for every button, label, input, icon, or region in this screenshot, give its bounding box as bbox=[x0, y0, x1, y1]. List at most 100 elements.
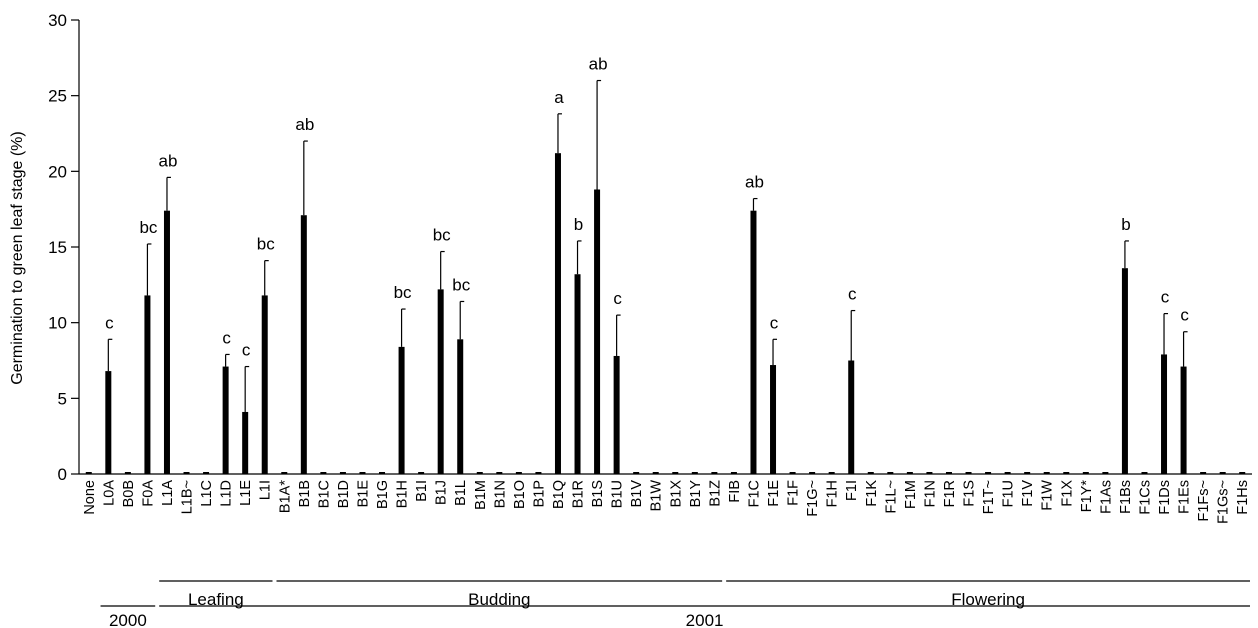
x-tick-label: F1As bbox=[1098, 480, 1114, 514]
x-tick-label: B0B bbox=[121, 480, 137, 507]
significance-label: c bbox=[1161, 288, 1170, 307]
bar bbox=[1161, 354, 1168, 474]
bar bbox=[476, 472, 483, 474]
x-tick-label: F0A bbox=[140, 480, 156, 507]
x-tick-label: F1L~ bbox=[883, 480, 899, 513]
x-tick-label: F1U bbox=[1001, 480, 1017, 507]
x-tick-label: F1X bbox=[1059, 480, 1075, 507]
bar bbox=[496, 472, 503, 474]
year-label: 2000 bbox=[109, 611, 147, 628]
bar bbox=[730, 472, 737, 474]
bar bbox=[1239, 472, 1246, 474]
x-tick-label: B1N bbox=[492, 480, 508, 508]
bar bbox=[222, 366, 229, 474]
x-tick-label: L1E bbox=[238, 480, 254, 506]
group-label: Leafing bbox=[188, 590, 244, 609]
bar bbox=[1043, 472, 1050, 474]
x-tick-label: F1N bbox=[922, 480, 938, 507]
bar bbox=[418, 472, 425, 474]
bar bbox=[124, 472, 131, 474]
bar bbox=[437, 289, 444, 474]
x-tick-label: F1Cs bbox=[1137, 480, 1153, 515]
bar bbox=[554, 153, 561, 474]
bar bbox=[633, 472, 640, 474]
bar bbox=[750, 210, 757, 474]
x-tick-label: B1L bbox=[453, 480, 469, 506]
group-label: Budding bbox=[468, 590, 530, 609]
x-tick-label: L1I bbox=[258, 480, 274, 500]
y-tick-label: 20 bbox=[48, 162, 67, 181]
x-tick-label: B1G bbox=[375, 480, 391, 509]
significance-label: c bbox=[242, 341, 251, 360]
bar bbox=[535, 472, 542, 474]
bar bbox=[887, 472, 894, 474]
x-tick-label: F1I bbox=[844, 480, 860, 501]
bar bbox=[906, 472, 913, 474]
x-tick-label: L1C bbox=[199, 480, 215, 507]
significance-label: bc bbox=[257, 235, 275, 254]
x-tick-label: B1W bbox=[649, 480, 665, 512]
significance-label: bc bbox=[433, 226, 451, 245]
x-tick-label: B1X bbox=[668, 480, 684, 508]
x-tick-label: B1R bbox=[571, 480, 587, 508]
bar bbox=[105, 371, 112, 474]
x-tick-label: L1D bbox=[219, 480, 235, 507]
year-groups: 2000 2001 bbox=[100, 605, 1250, 628]
bar bbox=[672, 472, 679, 474]
x-tick-label: F1H bbox=[825, 480, 841, 507]
significance-label: ab bbox=[295, 115, 314, 134]
bar bbox=[85, 472, 92, 474]
bar bbox=[594, 189, 601, 474]
x-tick-label: B1V bbox=[629, 480, 645, 508]
significance-label: c bbox=[1180, 306, 1189, 325]
x-tick-label: B1I bbox=[414, 480, 430, 502]
year-label: 2001 bbox=[686, 611, 724, 628]
bar bbox=[1082, 472, 1089, 474]
x-tick-label: F1E bbox=[766, 480, 782, 507]
stage-groups: Leafing Budding Flowering bbox=[159, 580, 1250, 609]
significance-label: bc bbox=[452, 275, 470, 294]
significance-label: bc bbox=[394, 283, 412, 302]
bar bbox=[1024, 472, 1031, 474]
x-tick-label: F1W bbox=[1040, 480, 1056, 511]
x-tick-label: F1M bbox=[903, 480, 919, 509]
x-tick-label: F1Es bbox=[1177, 480, 1193, 514]
x-tick-label: F1K bbox=[864, 480, 880, 507]
bar bbox=[261, 295, 268, 474]
bar bbox=[144, 295, 151, 474]
significance-label: c bbox=[222, 328, 231, 347]
bar bbox=[1121, 268, 1128, 474]
group-label: Flowering bbox=[951, 590, 1025, 609]
bar bbox=[242, 411, 249, 474]
y-tick-label: 5 bbox=[58, 389, 67, 408]
bar bbox=[1141, 472, 1148, 474]
x-tick-label: F1T~ bbox=[981, 480, 997, 514]
x-tick-label: F1Hs bbox=[1235, 480, 1251, 515]
x-tick-label: B1P bbox=[531, 480, 547, 507]
bar bbox=[457, 339, 464, 474]
y-tick-label: 10 bbox=[48, 314, 67, 333]
significance-label: c bbox=[848, 285, 857, 304]
x-axis: None L0A B0B F0A L1A L1B~ L1C L1D L1E L1I B1A* B1B B… bbox=[79, 473, 1252, 524]
y-tick-label: 15 bbox=[48, 238, 67, 257]
x-tick-label: None bbox=[82, 480, 98, 515]
x-tick-label: F1Gs~ bbox=[1216, 480, 1232, 524]
x-tick-label: B1H bbox=[395, 480, 411, 508]
bar bbox=[789, 472, 796, 474]
significance-label: ab bbox=[745, 173, 764, 192]
bar bbox=[945, 472, 952, 474]
bar bbox=[203, 472, 210, 474]
bar bbox=[828, 472, 835, 474]
y-tick-label: 30 bbox=[48, 11, 67, 30]
bar bbox=[867, 472, 874, 474]
x-tick-label: B1Z bbox=[707, 480, 723, 507]
x-tick-label: B1D bbox=[336, 480, 352, 508]
x-tick-label: B1A* bbox=[277, 480, 293, 513]
bar bbox=[809, 472, 816, 474]
x-tick-label: B1C bbox=[316, 480, 332, 508]
bar bbox=[320, 472, 327, 474]
bar bbox=[300, 215, 307, 474]
x-tick-label: B1S bbox=[590, 480, 606, 507]
x-tick-label: F1F bbox=[786, 480, 802, 506]
